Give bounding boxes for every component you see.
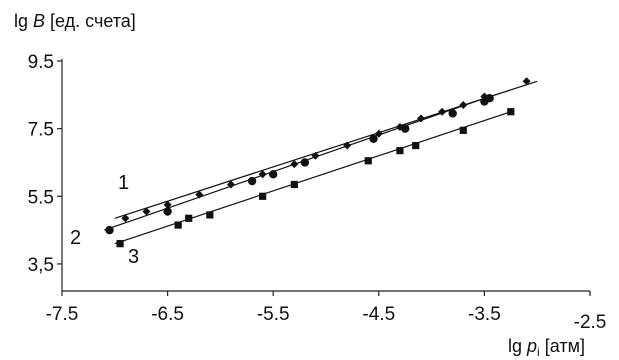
x-label-prefix: lg <box>508 336 527 356</box>
curve-label-3: 3 <box>128 246 139 268</box>
series-2-point <box>105 225 114 235</box>
series-lines <box>104 80 538 245</box>
series-3-line <box>114 111 511 245</box>
x-label-sub: i <box>537 345 540 359</box>
series-2-point <box>163 207 172 216</box>
x-tick-label: -5.5 <box>257 304 290 325</box>
series-2-point <box>300 158 310 167</box>
series-3-point <box>364 157 372 165</box>
series-1-point <box>311 151 320 160</box>
y-axis-label: lg B [ед. счета] <box>14 11 136 31</box>
series-1-point <box>343 141 352 150</box>
series-3-point <box>290 180 298 189</box>
series-1-point <box>438 107 447 116</box>
x-tick-label: -4.5 <box>362 304 395 325</box>
series-3-point <box>412 141 420 150</box>
series-3-point <box>396 147 404 155</box>
y-label-unit: [ед. счета] <box>45 11 136 31</box>
series-1-point <box>142 207 151 216</box>
x-label-var: p <box>526 336 537 356</box>
series-1-point <box>163 200 172 209</box>
series-1-point <box>226 180 235 189</box>
x-axis-label: lg pi [атм] <box>508 336 585 359</box>
axes <box>61 59 590 292</box>
curve-label-1: 1 <box>118 172 129 194</box>
series-3-point <box>259 192 267 200</box>
series-2-point <box>448 109 457 118</box>
series-3-point <box>206 211 214 219</box>
x-tick-label: -6.5 <box>151 304 184 325</box>
series-1-point <box>290 160 299 169</box>
series-3-point <box>507 108 515 116</box>
series-2-point <box>269 170 278 179</box>
series-1-point <box>195 190 204 199</box>
y-tick-label: 5.5 <box>28 187 54 208</box>
series-3-point <box>174 221 182 229</box>
x-label-unit: [атм] <box>540 336 585 356</box>
x-ticks: -7.5 -6.5 -5.5 -4.5 -3.5 -2.5 <box>46 291 607 333</box>
x-tick-label: -7.5 <box>46 304 79 325</box>
series-1-point <box>459 100 468 109</box>
series-1-point <box>522 77 531 86</box>
series-1-point <box>395 122 404 131</box>
series-1-point <box>258 170 267 179</box>
y-label-prefix: lg <box>14 11 33 31</box>
series-1-point <box>417 114 426 123</box>
y-label-var: B <box>33 11 45 31</box>
series-2-point <box>369 134 378 143</box>
series-3-point <box>116 240 124 248</box>
curve-label-2: 2 <box>70 227 81 249</box>
series-2-point <box>485 94 494 103</box>
series-2-point <box>401 124 410 133</box>
y-tick-label: 9.5 <box>28 52 54 73</box>
y-ticks: 9.5 7.5 5.5 3,5 <box>28 52 62 276</box>
y-tick-label: 3,5 <box>28 255 54 276</box>
series-1-point <box>374 129 383 138</box>
series-3-point <box>459 126 467 134</box>
series-2-point <box>247 176 257 186</box>
series-3-point <box>185 214 193 222</box>
x-tick-label: -3.5 <box>468 304 501 325</box>
x-tick-label: -2.5 <box>574 312 607 333</box>
y-tick-label: 7.5 <box>28 120 54 141</box>
series-markers <box>105 77 531 248</box>
series-1-point <box>121 214 130 223</box>
